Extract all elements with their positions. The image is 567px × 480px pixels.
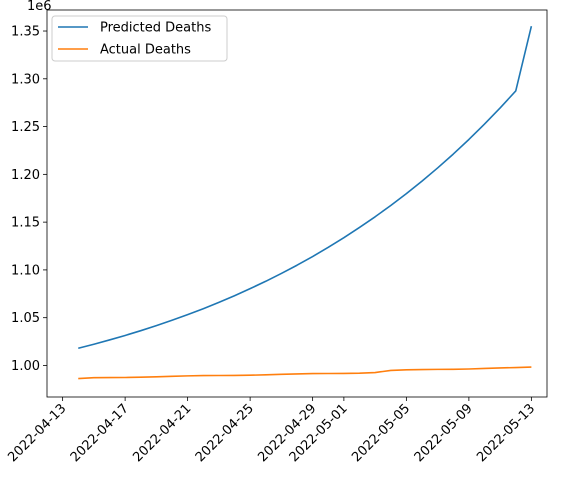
- y-tick-label: 1.20: [11, 168, 40, 183]
- plot-frame: [46, 9, 548, 398]
- series-line-predicted-deaths: [78, 26, 533, 350]
- y-axis: 1.00 1.05 1.10 1.15 1.20 1.25 1.30 1.35: [11, 25, 47, 374]
- legend-label-predicted-deaths: Predicted Deaths: [100, 21, 211, 36]
- y-tick-label: 1.15: [11, 216, 40, 231]
- y-tick-label: 1.05: [11, 311, 40, 326]
- plot-area: [46, 9, 548, 398]
- y-tick-label: 1.30: [11, 72, 40, 87]
- y-tick-label: 1.25: [11, 120, 40, 135]
- legend-box: [51, 15, 228, 62]
- legend-label-actual-deaths: Actual Deaths: [100, 43, 191, 58]
- y-tick-label: 1.10: [11, 263, 40, 278]
- y-tick-label: 1.00: [11, 359, 40, 374]
- y-axis-offset-label: 1e6: [27, 0, 52, 14]
- series-line-actual-deaths: [78, 366, 532, 380]
- y-tick-label: 1.35: [11, 25, 40, 40]
- legend: Predicted Deaths Actual Deaths: [51, 15, 228, 62]
- series-layer: [78, 26, 533, 380]
